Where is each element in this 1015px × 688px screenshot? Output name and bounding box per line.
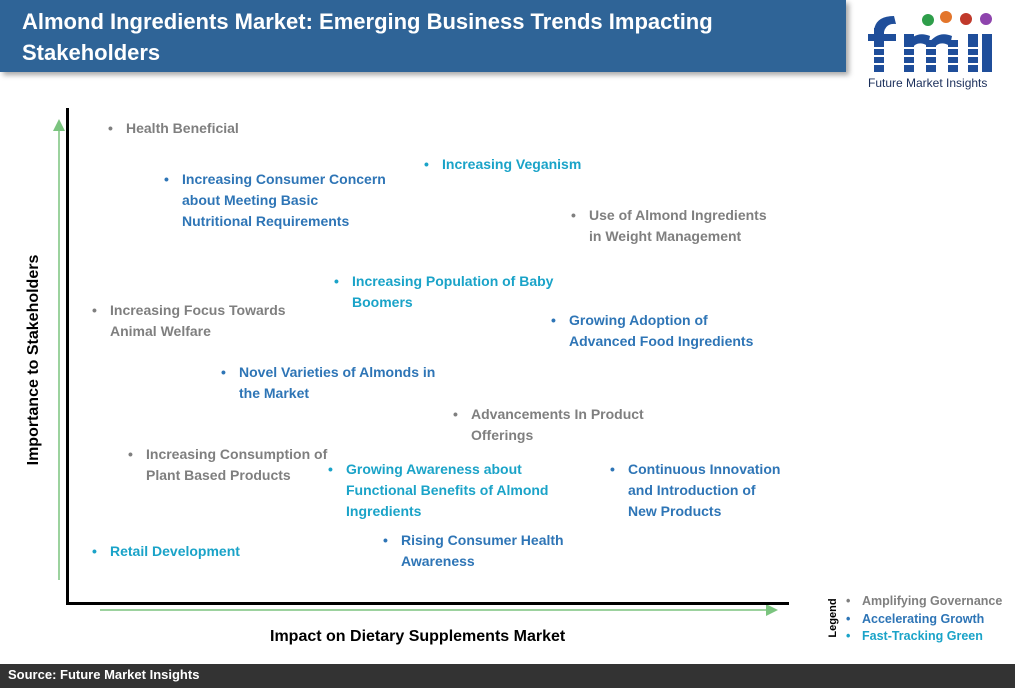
trend-item-line: Advancements In Product	[471, 406, 644, 422]
trend-item-line: Ingredients	[346, 503, 422, 519]
trend-item-line: Growing Awareness about	[346, 461, 522, 477]
trend-item-line: Plant Based Products	[146, 467, 291, 483]
trend-item-line: Continuous Innovation	[628, 461, 781, 477]
trend-item-line: Increasing Veganism	[442, 156, 582, 172]
trend-item-line: Increasing Consumer Concern	[182, 171, 386, 187]
fmi-logo: Future Market Insights	[866, 6, 1011, 92]
bullet-icon: •	[453, 406, 458, 422]
globe-orange-icon	[940, 11, 952, 23]
globe-green-icon	[922, 14, 934, 26]
trend-item: • Health Beneficial	[108, 118, 239, 139]
trend-item: • Increasing Focus Towards Animal Welfare	[92, 300, 286, 342]
source-text: Source: Future Market Insights	[8, 667, 200, 682]
bullet-icon: •	[551, 312, 556, 328]
trend-item-line: Animal Welfare	[110, 323, 211, 339]
bullet-icon: •	[571, 207, 576, 223]
trend-item: • Growing Adoption of Advanced Food Ingred…	[551, 310, 753, 352]
trend-item-line: Growing Adoption of	[569, 312, 708, 328]
trend-item-line: Advanced Food Ingredients	[569, 333, 754, 349]
logo-f-hook	[874, 16, 896, 32]
trend-item-line: Health Beneficial	[126, 120, 239, 136]
globe-purple-icon	[980, 13, 992, 25]
globe-red-icon	[960, 13, 972, 25]
trend-item-line: Use of Almond Ingredients	[589, 207, 767, 223]
bullet-icon: •	[424, 156, 429, 172]
trend-item: • Retail Development	[92, 541, 240, 562]
trend-item-line: the Market	[239, 385, 310, 401]
trend-item-line: Increasing Consumption of	[146, 446, 328, 462]
bullet-icon: •	[846, 611, 851, 626]
legend-entry: • Fast-Tracking Green	[846, 628, 1002, 646]
trend-item-line: New Products	[628, 503, 722, 519]
x-axis-line	[66, 602, 789, 605]
trend-item-line: Awareness	[401, 553, 475, 569]
trend-item: • Novel Varieties of Almonds in the Market	[221, 362, 435, 404]
trend-item-line: Nutritional Requirements	[182, 213, 350, 229]
legend-entry: • Accelerating Growth	[846, 611, 1002, 629]
bullet-icon: •	[328, 461, 333, 477]
trend-item: • Continuous Innovation and Introduction o…	[610, 459, 780, 522]
trend-item-line: in Weight Management	[589, 228, 742, 244]
trend-item: • Rising Consumer Health Awareness	[383, 530, 564, 572]
trend-item-line: Increasing Focus Towards	[110, 302, 286, 318]
logo-tagline: Future Market Insights	[868, 76, 988, 90]
y-axis-label: Importance to Stakeholders	[25, 254, 42, 466]
trend-item-line: Boomers	[352, 294, 413, 310]
trend-item-line: Retail Development	[110, 543, 240, 559]
bullet-icon: •	[334, 273, 339, 289]
bullet-icon: •	[610, 461, 615, 477]
x-axis-label: Impact on Dietary Supplements Market	[270, 628, 566, 645]
title-banner: Almond Ingredients Market: Emerging Busi…	[0, 0, 846, 72]
legend-label: Fast-Tracking Green	[862, 629, 983, 643]
legend-label: Accelerating Growth	[862, 611, 985, 626]
legend: • Amplifying Governance • Accelerating Grow…	[846, 593, 1002, 646]
trend-item: • Advancements In Product Offerings	[453, 404, 644, 446]
logo-f-stem	[874, 28, 884, 72]
bullet-icon: •	[383, 532, 388, 548]
trend-item-line: Offerings	[471, 427, 534, 443]
trend-item: • Use of Almond Ingredients in Weight Mana…	[571, 205, 767, 247]
legend-title: Legend	[827, 598, 839, 638]
bullet-icon: •	[164, 171, 169, 187]
trend-item: • Increasing Veganism	[424, 154, 581, 175]
trend-item-line: Novel Varieties of Almonds in	[239, 364, 436, 380]
bullet-icon: •	[221, 364, 226, 380]
trend-item-line: Functional Benefits of Almond	[346, 482, 549, 498]
trend-item-line: and Introduction of	[628, 482, 756, 498]
bullet-icon: •	[846, 594, 851, 608]
trend-item: • Increasing Consumption of Plant Based Pr…	[128, 444, 327, 486]
bullet-icon: •	[108, 120, 113, 136]
legend-label: Amplifying Governance	[862, 594, 1003, 608]
logo-f-bar	[868, 34, 896, 41]
bullet-icon: •	[92, 543, 97, 559]
trend-item-line: Rising Consumer Health	[401, 532, 564, 548]
bullet-icon: •	[128, 446, 133, 462]
bullet-icon: •	[846, 629, 851, 643]
legend-entry: • Amplifying Governance	[846, 593, 1002, 611]
page-title: Almond Ingredients Market: Emerging Busi…	[22, 9, 713, 65]
trend-item: • Increasing Population of Baby Boomers	[334, 271, 553, 313]
trend-item-line: Increasing Population of Baby	[352, 273, 554, 289]
trend-item: • Growing Awareness about Functional Benef…	[328, 459, 548, 522]
y-axis-line	[66, 108, 69, 605]
bullet-icon: •	[92, 302, 97, 318]
trend-item: • Increasing Consumer Concern about Meetin…	[164, 169, 386, 232]
source-bar: Source: Future Market Insights	[0, 664, 1015, 688]
fmi-logo-icon	[866, 11, 992, 72]
trend-item-line: about Meeting Basic	[182, 192, 319, 208]
